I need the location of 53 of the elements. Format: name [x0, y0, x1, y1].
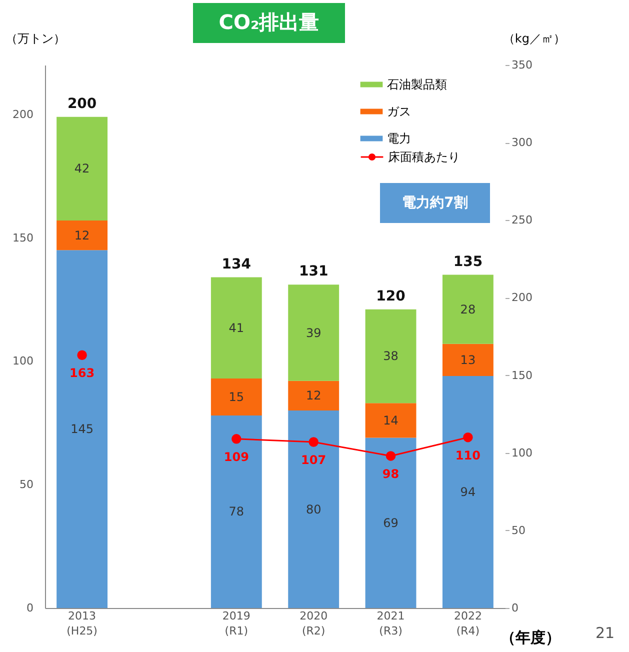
data-label: 107	[301, 452, 326, 467]
total-label: 134	[222, 256, 252, 272]
x-tick-label: 2013 (H25)	[66, 610, 98, 638]
y2-tick-label: 0	[512, 602, 518, 614]
y-tick-label: 50	[20, 478, 34, 492]
data-label: 163	[70, 366, 95, 380]
data-label: 39	[306, 326, 322, 340]
data-label: 109	[224, 450, 249, 464]
data-label: 15	[228, 390, 244, 404]
y2-axis-title: （kg／㎡）	[502, 32, 566, 46]
annotation: 電力約7割	[402, 194, 468, 211]
y2-tick-label: 250	[512, 214, 532, 227]
data-label: 13	[460, 352, 476, 367]
legend-label: ガス	[387, 104, 411, 118]
y2-tick-label: 150	[512, 368, 532, 382]
data-label: 110	[455, 448, 480, 462]
y-tick-label: 0	[26, 602, 34, 614]
data-label: 12	[74, 228, 90, 242]
data-label: 14	[383, 413, 398, 428]
data-label: 94	[460, 484, 476, 499]
x-tick-label: 2021 (R3)	[376, 610, 405, 638]
y-tick-label: 100	[12, 354, 34, 368]
data-label: 12	[306, 388, 322, 403]
data-label: 42	[74, 162, 90, 176]
y-tick-label: 200	[12, 108, 34, 121]
data-label: 41	[228, 320, 244, 335]
x-tick-label: 2019 (R1)	[222, 610, 250, 638]
data-label: 78	[228, 504, 244, 519]
y-tick-label: 150	[12, 231, 34, 244]
data-label: 145	[70, 422, 94, 436]
total-label: 131	[298, 264, 328, 280]
total-label: 135	[453, 254, 483, 270]
legend-label: 電力	[387, 132, 411, 146]
data-label: 98	[382, 466, 400, 481]
legend-label: 床面積あたり	[388, 150, 460, 164]
data-label: 38	[383, 349, 398, 364]
x-tick-label: 2022 (R4)	[454, 610, 482, 638]
y2-tick-label: 100	[512, 446, 532, 460]
data-label: 28	[460, 302, 476, 316]
legend-label: 石油製品類	[387, 78, 447, 92]
text: 21	[595, 624, 615, 642]
y2-tick-label: 300	[512, 136, 532, 150]
chart-title: CO₂排出量	[218, 10, 320, 34]
total-label: 120	[376, 288, 406, 304]
y2-tick-label: 200	[512, 291, 532, 304]
y2-tick-label: 350	[512, 58, 532, 72]
x-tick-label: 2020 (R2)	[300, 610, 328, 638]
data-label: 69	[383, 516, 398, 530]
y-axis-title: （万トン）	[6, 32, 66, 46]
y2-tick-label: 50	[512, 524, 526, 537]
x-axis-title: （年度）	[500, 628, 560, 646]
total-label: 200	[67, 96, 97, 112]
data-label: 80	[306, 502, 322, 516]
